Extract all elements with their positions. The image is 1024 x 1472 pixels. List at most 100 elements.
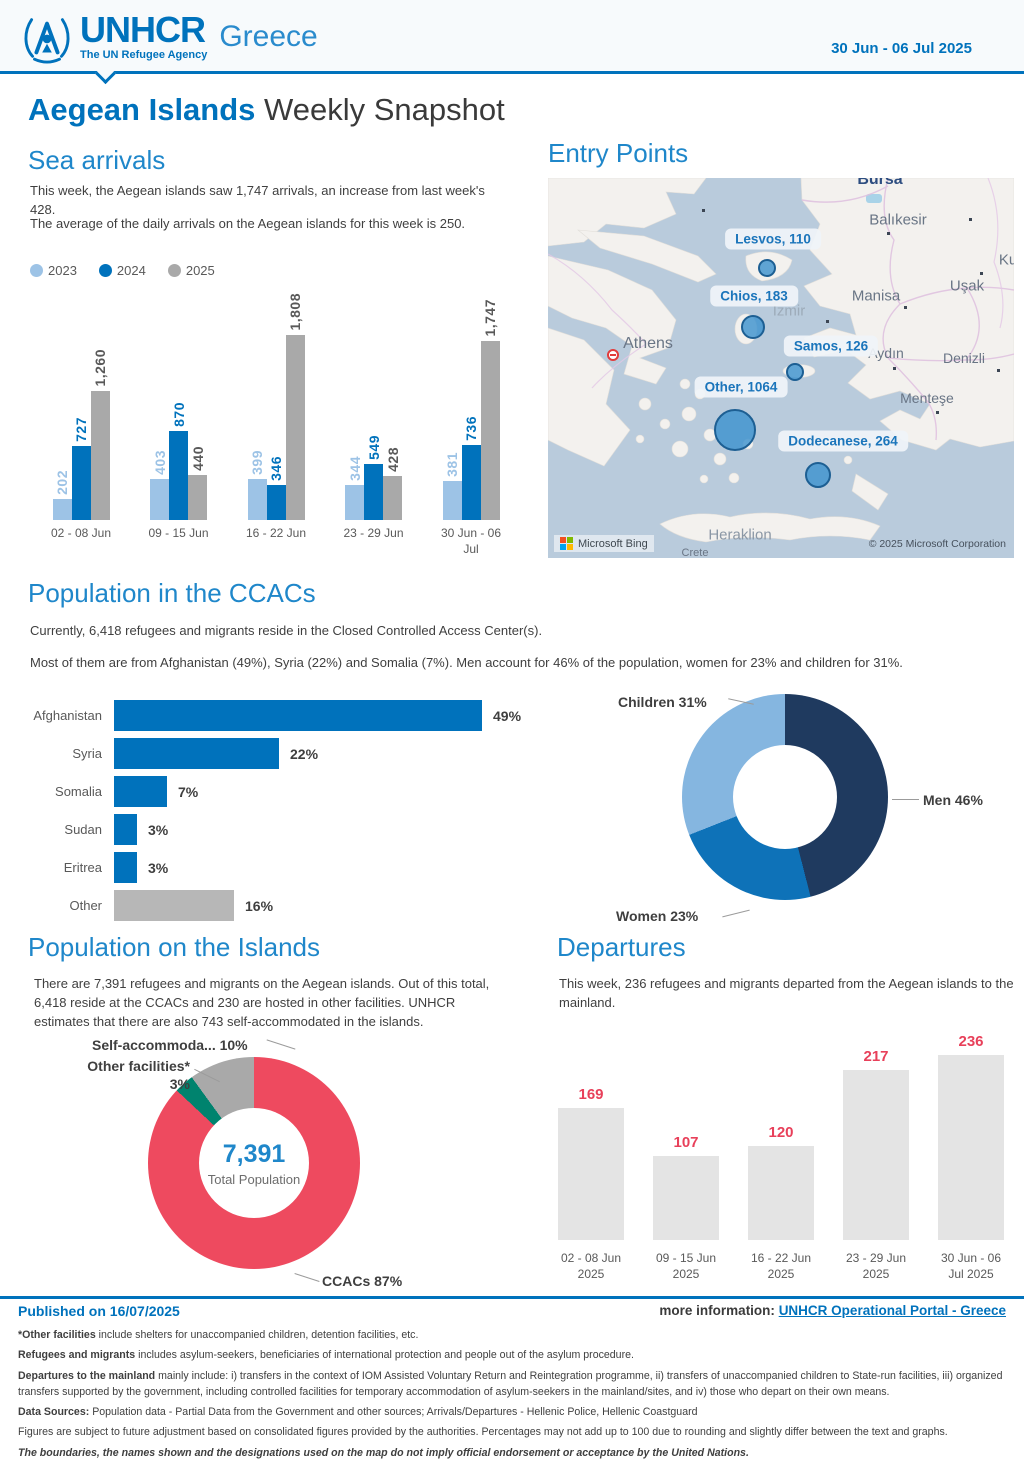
footer-notes: *Other facilities include shelters for u… [18,1328,1008,1466]
map-city-heraklion: Heraklion [708,526,772,544]
category-label: 23 - 29 Jun [329,526,419,542]
bar-2025 [383,476,402,520]
more-information: more information: UNHCR Operational Port… [659,1303,1006,1318]
map-city-uşak: Uşak [949,277,985,295]
map-city-denizli: Denizli [942,350,986,366]
bar-value-label: 1,747 [482,299,498,337]
map-label-pill: Chios, 183 [710,285,798,307]
bar-wrap: 344 [345,456,364,520]
unhcr-logo: UNHCR The UN Refugee Agency Greece [20,12,318,64]
leader-line [294,1273,320,1282]
map-city-menteşe: Menteşe [900,390,954,406]
map-attribution-bing-label: Microsoft Bing [578,537,648,550]
map-city-dot [904,306,907,309]
departures-category-label: 02 - 08 Jun 2025 [548,1250,634,1282]
ccac-percent-label: 3% [148,821,169,838]
map-city-dot [702,209,705,212]
category-label: 16 - 22 Jun [231,526,321,542]
logo-brand: UNHCR [80,9,206,50]
ccac-demographics-chart: Children 31% Men 46% Women 23% [560,688,1020,938]
header: UNHCR The UN Refugee Agency Greece 30 Ju… [0,0,1024,74]
category-line: 2025 [767,1266,795,1281]
islands-label-ccacs: CCACs 87% [322,1273,403,1289]
departures-category-label: 23 - 29 Jun 2025 [833,1250,919,1282]
footer-note-6: The boundaries, the names shown and the … [18,1446,749,1459]
map-city-balıkesir: Balıkesir [869,211,927,229]
bar-2024 [71,446,91,520]
ccac-heading: Population in the CCACs [28,578,316,608]
bar-value-label: 736 [463,416,479,441]
map-bubble-samos [786,363,804,381]
ccac-row-sudan: Sudan 3% [30,814,570,845]
map-city-crete: Crete [681,547,709,558]
islands-donut-hole: 7,391 Total Population [199,1108,309,1218]
category-label: 30 Jun - 06 Jul [426,526,516,557]
sea-arrivals-heading: Sea arrivals [28,145,166,175]
published-date: Published on 16/07/2025 [18,1303,180,1319]
legend-item-2023: 2023 [30,263,77,278]
islands-label-other-facilities: Other facilities* 3% [87,1058,190,1093]
sea-arrivals-paragraph-1: This week, the Aegean islands saw 1,747 … [30,183,485,217]
report-date-range: 30 Jun - 06 Jul 2025 [831,40,972,57]
departures-value-label: 107 [673,1134,699,1151]
bar-2023 [52,499,72,520]
ccac-paragraph-1: Currently, 6,418 refugees and migrants r… [30,623,543,638]
map-attribution-bing: Microsoft Bing [554,535,654,552]
sea-arrivals-bars: 399 346 1,808 [231,293,321,520]
ccac-percent-label: 22% [290,745,319,762]
ccac-nationalities-chart: Afghanistan 49% Syria 22% Somalia 7% Sudan 3% Er… [30,700,570,928]
bar-wrap: 403 [150,450,169,520]
bar-value-label: 428 [384,447,401,472]
sea-arrivals-group: 399 346 1,808 16 - 22 Jun [231,293,321,540]
bar-wrap: 727 [71,417,91,520]
departures-value-label: 169 [578,1086,604,1103]
bar-2023 [150,479,169,520]
departures-column: 236 [928,1033,1014,1240]
bar-wrap: 428 [383,447,402,520]
islands-total-value: 7,391 [222,1139,286,1168]
bar-wrap: 1,747 [480,299,500,520]
entry-points-map: Microsoft Bing © 2025 Microsoft Corporat… [548,178,1014,558]
ccac-bar [114,776,167,807]
leader-line [892,799,919,800]
ccac-country-label: Syria [72,746,102,761]
ccac-percent-label: 49% [493,707,522,724]
bar-value-label: 440 [189,446,206,471]
departures-column: 120 [738,1124,824,1240]
category-line: 23 - 29 Jun [343,526,404,540]
departures-value-label: 217 [863,1048,889,1065]
category-line: 2025 [862,1266,890,1281]
bar-2023 [247,479,267,520]
departures-bar [558,1108,624,1240]
departures-slot: 107 09 - 15 Jun 2025 [643,1032,729,1284]
demographics-label-men: Men 46% [923,792,983,808]
ccac-country-label: Somalia [55,784,102,799]
sea-arrivals-bars: 344 549 428 [329,298,419,520]
islands-total-label: Total Population [207,1171,301,1187]
map-label-pill: Samos, 126 [783,335,879,357]
bar-2025 [90,391,110,520]
departures-column: 107 [643,1134,729,1240]
departures-category-label: 16 - 22 Jun 2025 [738,1250,824,1282]
footer-divider [0,1296,1024,1299]
map-city-dot [826,320,829,323]
category-line: Jul 2025 [948,1266,994,1281]
bar-value-label: 399 [249,450,265,475]
departures-bar [748,1146,814,1240]
map-label-pill: Dodecanese, 264 [778,430,908,452]
map-bubble-other [714,409,756,451]
entry-points-heading: Entry Points [548,138,689,168]
bar-value-label: 1,260 [92,349,108,387]
ccac-percent-label: 16% [245,897,274,914]
map-attribution-copyright: © 2025 Microsoft Corporation [868,538,1006,550]
operational-portal-link[interactable]: UNHCR Operational Portal - Greece [778,1303,1006,1318]
leader-line [266,1039,296,1050]
map-city-i̇zmir: İzmir [772,302,806,320]
bar-2025 [188,475,207,520]
departures-bar [653,1156,719,1240]
unhcr-emblem-icon [24,18,70,64]
sea-arrivals-group: 344 549 428 23 - 29 Jun [329,298,419,540]
map-city-dot [969,218,972,221]
map-city-manisa: Manisa [851,287,901,305]
footer-note-2: Refugees and migrants includes asylum-se… [18,1349,634,1362]
